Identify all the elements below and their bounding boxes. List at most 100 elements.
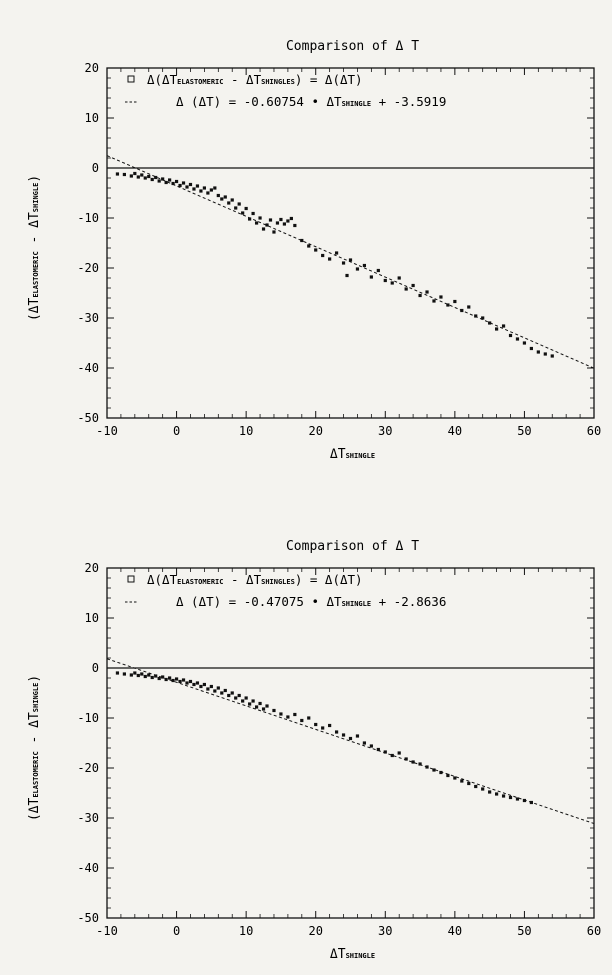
data-point (453, 299, 457, 304)
data-point (328, 723, 332, 728)
chart-title: Comparison of Δ T (286, 539, 419, 554)
data-point (300, 718, 304, 723)
data-point (147, 673, 151, 677)
data-point (192, 682, 196, 687)
data-point (515, 797, 520, 801)
data-point (168, 676, 172, 680)
data-point (122, 172, 126, 177)
data-point (195, 184, 200, 188)
data-point (133, 671, 137, 675)
data-point (272, 230, 276, 234)
x-tick-label: 20 (308, 924, 322, 938)
data-point (150, 675, 154, 680)
data-point (286, 219, 290, 223)
data-point (181, 181, 186, 185)
x-tick-label: -10 (96, 924, 118, 938)
x-tick-label: 10 (239, 924, 253, 938)
data-point (348, 736, 353, 741)
data-point (209, 188, 213, 192)
data-point (355, 734, 360, 738)
data-point (289, 216, 293, 221)
y-axis-label: (ΔTELASTOMERIC - ΔTSHINGLE) (27, 175, 42, 321)
data-point (206, 191, 210, 195)
data-point (202, 186, 206, 190)
chart-bottom: Comparison of Δ T -10 0 10 20 30 40 50 60 -50 -40 -… (0, 500, 612, 970)
legend-square-marker (127, 75, 135, 83)
data-point (265, 223, 269, 227)
data-point (227, 201, 231, 205)
y-tick-label: -20 (77, 261, 99, 275)
data-point (495, 327, 499, 331)
data-point (369, 744, 373, 748)
data-point (474, 314, 478, 318)
data-point (522, 341, 527, 345)
data-point (508, 795, 513, 800)
data-point (185, 185, 189, 189)
data-point (467, 305, 471, 309)
data-point (192, 187, 196, 191)
data-point (237, 202, 241, 206)
data-point (293, 712, 297, 717)
y-tick-label: -30 (77, 811, 99, 825)
y-axis-label: (ΔTELASTOMERIC - ΔTSHINGLE) (27, 675, 42, 821)
data-point (223, 688, 227, 693)
data-point (150, 177, 154, 182)
data-point (241, 211, 245, 215)
x-tick-label: 20 (308, 424, 322, 438)
data-point (383, 278, 387, 283)
data-point (550, 354, 554, 358)
data-point (383, 750, 387, 754)
data-point (341, 733, 346, 737)
data-point (543, 352, 547, 356)
data-point (202, 682, 206, 687)
data-point (133, 171, 137, 176)
y-tick-label: 0 (92, 161, 99, 175)
data-point (157, 676, 161, 681)
data-point (362, 263, 367, 268)
data-point (220, 691, 224, 695)
data-point (390, 753, 394, 758)
x-axis-label: ΔTSHINGLE (330, 447, 375, 462)
data-point (522, 798, 527, 803)
data-point (321, 253, 325, 258)
data-point (328, 257, 332, 261)
data-point (199, 189, 203, 193)
x-tick-label: 0 (173, 924, 180, 938)
data-point (515, 337, 520, 341)
data-point (481, 787, 485, 791)
data-point (154, 674, 158, 678)
data-point (418, 293, 422, 298)
y-tick-label: -10 (77, 211, 99, 225)
data-point (188, 679, 193, 684)
data-point (268, 218, 273, 222)
data-point (529, 800, 533, 805)
data-point (261, 227, 266, 231)
data-point (265, 704, 269, 708)
data-point (161, 177, 165, 181)
data-point (314, 722, 318, 727)
y-tick-label: -10 (77, 711, 99, 725)
data-point (147, 174, 151, 179)
data-point (157, 179, 161, 183)
data-point (254, 221, 259, 225)
data-point (467, 781, 471, 786)
data-point (282, 222, 287, 226)
data-point (307, 716, 311, 720)
data-point (171, 181, 175, 186)
data-point (129, 673, 133, 677)
data-point (411, 760, 415, 764)
data-point (397, 276, 401, 280)
x-tick-label: 10 (239, 424, 253, 438)
data-point (425, 765, 429, 769)
legend-entry-fit: Δ (ΔT) = -0.47075 • ΔTSHINGLE + -2.8636 (176, 594, 446, 609)
data-point (307, 244, 311, 248)
data-point (234, 206, 238, 210)
data-point (199, 684, 203, 689)
x-tick-label: 50 (517, 424, 531, 438)
data-point (122, 672, 126, 676)
chart-top: Comparison of Δ T -10 0 10 20 30 40 50 60 -50 -40 -… (0, 0, 612, 470)
data-point (293, 223, 297, 228)
data-point (209, 684, 213, 689)
x-tick-label: 60 (587, 924, 601, 938)
